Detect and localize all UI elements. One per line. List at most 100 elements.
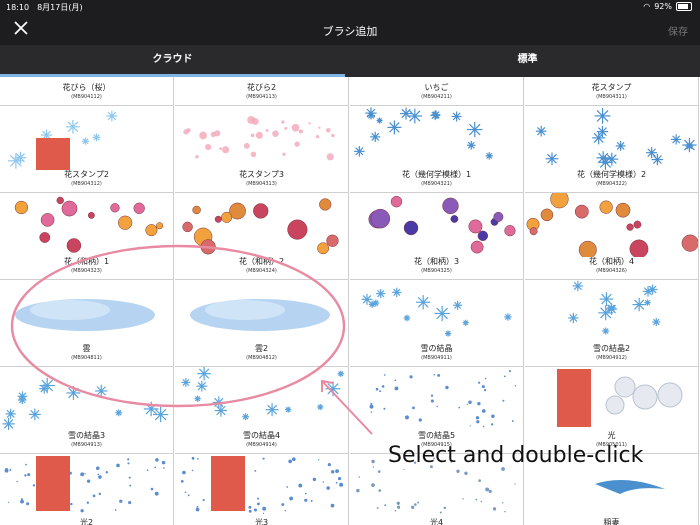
brush-cell[interactable]: 花スタンプ (MB904311) <box>525 77 699 106</box>
top-bar: ブラシ追加 保存 <box>0 13 700 45</box>
brush-preview <box>175 280 348 344</box>
brush-preview <box>175 193 348 257</box>
status-bar: 18:10 8月17日(月) ◠ 92% <box>0 0 700 13</box>
instruction-text: Select and double-click <box>388 443 644 468</box>
tab-bar: クラウド 標準 <box>0 45 700 77</box>
brush-preview <box>525 193 698 259</box>
brush-code: (MB904321) <box>421 181 452 187</box>
brush-preview <box>0 106 173 192</box>
brush-cell[interactable]: 花（幾何学模様）1 (MB904321) <box>350 106 524 193</box>
brush-cell[interactable]: 雪の結晶 (MB904911) <box>350 280 524 367</box>
brush-name: 光2 <box>79 518 94 525</box>
brush-cell[interactable]: 花びら2 (MB904113) <box>175 77 349 106</box>
brush-code: (MB904911) <box>421 355 452 361</box>
brush-name: 花びら（桜） <box>62 83 111 92</box>
brush-name: いちご <box>424 83 449 92</box>
brush-preview <box>175 367 348 431</box>
brush-name: 雲 <box>82 344 91 353</box>
brush-preview <box>0 193 173 257</box>
brush-cell[interactable]: 花（幾何学模様）2 (MB904322) <box>525 106 699 193</box>
brush-name: 花びら2 <box>246 83 277 92</box>
brush-code: (MB904325) <box>421 268 452 274</box>
brush-name: 花スタンプ <box>591 83 632 92</box>
brush-name: 稲妻 <box>603 518 620 525</box>
brush-cell[interactable]: 雲 (MB904811) <box>0 280 174 367</box>
brush-name: 雪の結晶4 <box>242 431 281 440</box>
brush-cell[interactable]: 花スタンプ3 (MB904313) <box>175 106 349 193</box>
brush-name: 雪の結晶5 <box>417 431 456 440</box>
brush-cell[interactable]: 雪の結晶3 (MB904913) <box>0 367 174 454</box>
brush-cell[interactable]: 光2 <box>0 454 174 525</box>
page-title: ブラシ追加 <box>322 25 378 38</box>
brush-preview <box>350 106 523 170</box>
brush-cell[interactable]: 光4 <box>350 454 524 525</box>
brush-code: (MB904313) <box>246 181 277 187</box>
tab-standard[interactable]: 標準 <box>517 54 538 65</box>
brush-name: 花（和柄）1 <box>63 257 110 266</box>
brush-code: (MB904914) <box>246 442 277 448</box>
brush-cell[interactable]: 光3 <box>175 454 349 525</box>
brush-name: 光 <box>607 431 616 440</box>
brush-cell[interactable]: 花（和柄）2 (MB904324) <box>175 193 349 280</box>
brush-cell[interactable]: いちご (MB904211) <box>350 77 524 106</box>
brush-cell[interactable]: 稲妻 <box>525 454 699 525</box>
clock: 18:10 8月17日(月) <box>6 3 83 12</box>
brush-code: (MB904323) <box>71 268 102 274</box>
tab-cloud[interactable]: クラウド <box>0 45 345 77</box>
brush-cell[interactable]: 雲2 (MB904812) <box>175 280 349 367</box>
brush-name: 花スタンプ3 <box>239 170 284 179</box>
brush-code: (MB904811) <box>71 355 102 361</box>
brush-code: (MB904912) <box>596 355 627 361</box>
brush-code: (MB904915) <box>421 442 452 448</box>
brush-cell[interactable]: 花（和柄）4 (MB904326) <box>525 193 699 280</box>
status-right: ◠ 92% <box>643 2 692 11</box>
brush-code: (MB904112) <box>71 94 102 100</box>
brush-code: (MB904324) <box>246 268 277 274</box>
brush-name: 雪の結晶3 <box>67 431 106 440</box>
brush-name: 光4 <box>429 518 444 525</box>
brush-preview <box>350 280 523 344</box>
brush-name: 花（和柄）4 <box>588 257 635 266</box>
brush-name: 花（幾何学模様）1 <box>401 170 472 179</box>
brush-name: 花（和柄）2 <box>238 257 285 266</box>
brush-cell[interactable]: 花（和柄）3 (MB904325) <box>350 193 524 280</box>
brush-cell[interactable]: 花スタンプ2 (MB904312) <box>0 106 174 193</box>
brush-name: 花スタンプ2 <box>64 170 109 179</box>
wifi-icon: ◠ <box>643 2 651 11</box>
brush-code: (MB904326) <box>596 268 627 274</box>
brush-preview <box>175 106 348 170</box>
brush-cell[interactable]: 花（和柄）1 (MB904323) <box>0 193 174 280</box>
brush-name: 雪の結晶2 <box>592 344 631 353</box>
brush-cell[interactable]: 雪の結晶5 (MB904915) <box>350 367 524 454</box>
brush-code: (MB904311) <box>596 94 627 100</box>
brush-code: (MB904312) <box>71 181 102 187</box>
brush-cell[interactable]: 雪の結晶2 (MB904912) <box>525 280 699 367</box>
save-button[interactable]: 保存 <box>668 27 688 38</box>
brush-code: (MB904211) <box>421 94 452 100</box>
brush-name: 光3 <box>254 518 269 525</box>
brush-name: 雲2 <box>254 344 269 353</box>
brush-preview <box>0 280 173 344</box>
battery-icon <box>676 2 692 11</box>
brush-name: 雪の結晶 <box>420 344 453 353</box>
brush-cell[interactable]: 光 (MB905011) <box>525 367 699 454</box>
brush-code: (MB904113) <box>246 94 277 100</box>
brush-code: (MB904913) <box>71 442 102 448</box>
brush-cell[interactable]: 花びら（桜） (MB904112) <box>0 77 174 106</box>
brush-code: (MB904322) <box>596 181 627 187</box>
close-icon[interactable] <box>12 19 30 37</box>
brush-preview <box>350 454 523 518</box>
battery-percent: 92% <box>654 2 672 11</box>
brush-preview <box>525 454 698 518</box>
brush-preview <box>0 367 173 431</box>
brush-name: 花（和柄）3 <box>413 257 460 266</box>
brush-preview <box>175 454 348 518</box>
brush-preview <box>525 367 698 431</box>
brush-preview <box>525 106 698 170</box>
brush-name: 花（幾何学模様）2 <box>576 170 647 179</box>
brush-preview <box>0 454 173 518</box>
brush-code: (MB904812) <box>246 355 277 361</box>
brush-cell[interactable]: 雪の結晶4 (MB904914) <box>175 367 349 454</box>
brush-preview <box>350 193 523 257</box>
brush-code: (MB905011) <box>596 442 627 448</box>
